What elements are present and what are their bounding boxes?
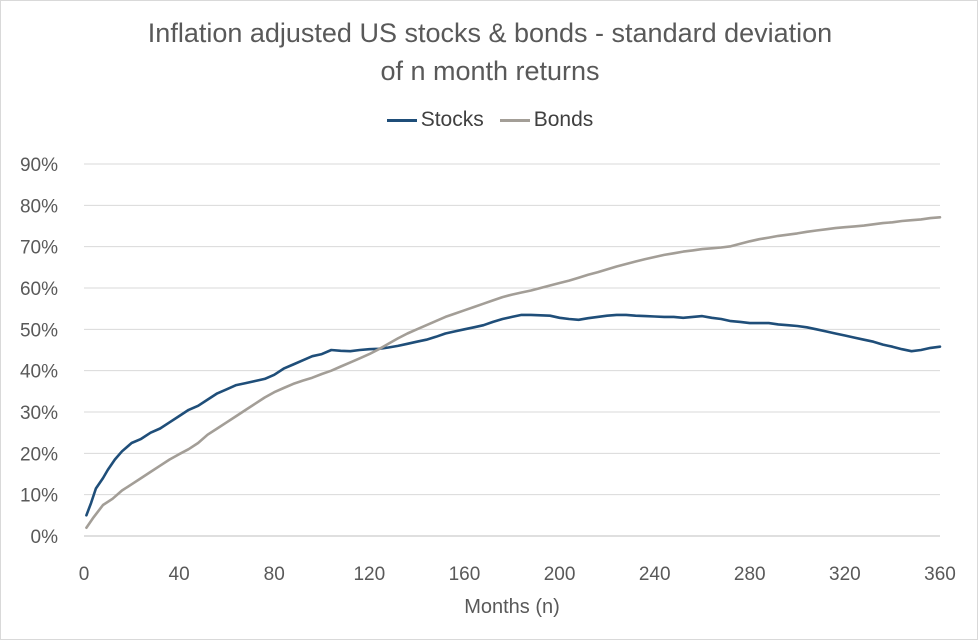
- y-tick-label: 50%: [20, 320, 58, 341]
- chart-legend: Stocks Bonds: [0, 108, 980, 132]
- gridlines: [84, 163, 940, 537]
- x-tick-label: 280: [734, 564, 766, 585]
- x-tick-label: 200: [544, 564, 576, 585]
- x-tick-label: 120: [353, 564, 385, 585]
- x-axis-ticks: 0 40 80 120 160 200 240 280 320 360: [79, 564, 956, 585]
- x-axis-label: Months (n): [464, 596, 560, 618]
- y-tick-label: 10%: [20, 486, 58, 507]
- x-tick-label: 320: [829, 564, 861, 585]
- legend-item-bonds: Bonds: [499, 108, 594, 132]
- legend-swatch-bonds: [499, 118, 530, 122]
- y-tick-label: 30%: [20, 403, 58, 424]
- legend-item-stocks: Stocks: [386, 108, 484, 132]
- x-tick-label: 360: [924, 564, 956, 585]
- y-tick-label: 20%: [20, 444, 58, 465]
- series-line-stocks: [85, 313, 942, 517]
- x-tick-label: 160: [449, 564, 481, 585]
- legend-swatch-stocks: [386, 118, 417, 122]
- chart-title-line-1: Inflation adjusted US stocks & bonds - s…: [147, 18, 833, 48]
- y-tick-label: 70%: [20, 238, 58, 259]
- y-tick-label: 40%: [20, 362, 58, 383]
- chart-title: Inflation adjusted US stocks & bonds - s…: [0, 14, 980, 90]
- chart-title-line-2: of n month returns: [380, 56, 600, 86]
- x-tick-label: 240: [639, 564, 671, 585]
- y-tick-label: 90%: [20, 155, 58, 176]
- x-tick-label: 0: [79, 564, 90, 585]
- x-tick-label: 80: [264, 564, 285, 585]
- legend-label-bonds: Bonds: [533, 108, 594, 131]
- legend-label-stocks: Stocks: [420, 108, 484, 131]
- y-tick-label: 60%: [20, 279, 58, 300]
- y-tick-label: 80%: [20, 196, 58, 217]
- x-tick-label: 40: [169, 564, 190, 585]
- series-lines: [85, 216, 942, 529]
- y-axis-ticks: 0% 10% 20% 30% 40% 50% 60% 70% 80% 90%: [20, 155, 58, 548]
- series-line-bonds: [85, 216, 942, 529]
- y-tick-label: 0%: [31, 527, 59, 548]
